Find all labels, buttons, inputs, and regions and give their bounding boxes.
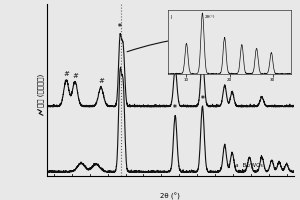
Y-axis label: 强度 (任意单位): 强度 (任意单位)	[37, 73, 44, 107]
Text: *: *	[200, 95, 204, 104]
Text: *: *	[173, 58, 177, 67]
Text: #: #	[63, 71, 69, 77]
Text: b Bi₂WO₆/MIL-53(Al): b Bi₂WO₆/MIL-53(Al)	[220, 50, 274, 55]
Text: *: *	[173, 104, 177, 113]
Text: #: #	[98, 78, 104, 84]
Text: 2θ(°): 2θ(°)	[205, 15, 215, 19]
Text: #: #	[72, 73, 78, 79]
Text: I: I	[170, 15, 172, 20]
Text: *: *	[118, 23, 122, 32]
Text: a  Bi₂WO₆: a Bi₂WO₆	[235, 163, 262, 168]
Text: *: *	[200, 47, 204, 56]
Text: 2θ (°): 2θ (°)	[160, 193, 180, 200]
